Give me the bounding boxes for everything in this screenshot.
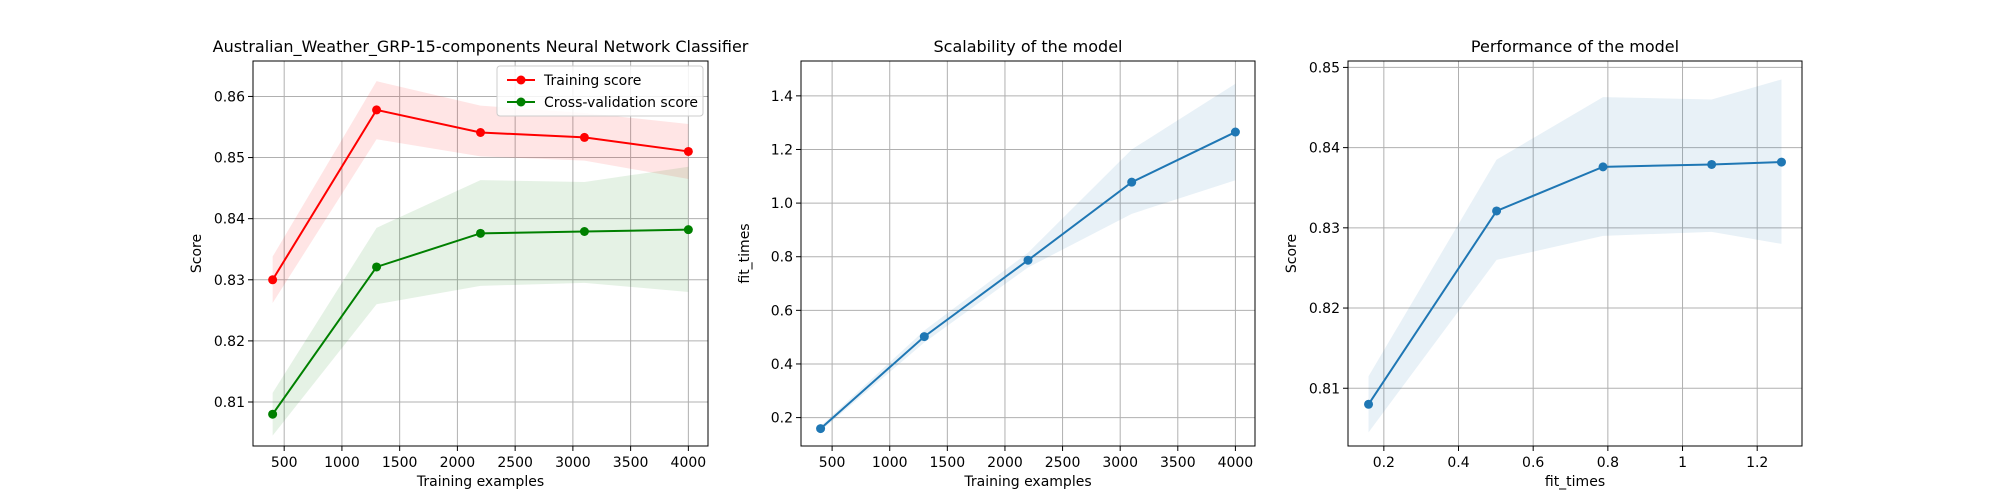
x-tick-label: 2500	[1045, 455, 1081, 471]
x-tick-label: 0.8	[1597, 455, 1619, 471]
y-tick-label: 0.81	[214, 395, 245, 411]
x-tick-label: 2000	[987, 455, 1023, 471]
x-tick-label: 2000	[440, 455, 476, 471]
series-1-point	[476, 128, 485, 137]
x-tick-label: 500	[819, 455, 846, 471]
y-tick-label: 0.82	[214, 334, 245, 350]
series-1-point	[372, 105, 382, 115]
series-1-point	[1023, 255, 1033, 265]
legend-marker	[516, 75, 526, 85]
x-tick-label: 1500	[930, 455, 966, 471]
series-2-point	[683, 225, 693, 235]
legend-box	[496, 65, 704, 117]
series-1-point	[268, 275, 278, 285]
y-axis-label: Score	[1284, 234, 1300, 273]
y-tick-label: 0.83	[1309, 221, 1340, 237]
chart-title: Scalability of the model	[934, 37, 1123, 56]
series-2-band	[272, 166, 689, 436]
chart-title: Performance of the model	[1471, 37, 1679, 56]
chart-panel-3: 0.2 0.4 0.6 0.8 1 1.20.810.820.830.840.85Perf…	[1284, 37, 1803, 490]
y-tick-label: 0.85	[214, 151, 245, 167]
legend: Training score Cross-validation score	[496, 65, 704, 117]
legend-label: Cross-validation score	[544, 95, 698, 111]
y-tick-label: 0.8	[771, 250, 793, 266]
x-tick-label: 1500	[382, 455, 418, 471]
series-1-point	[579, 132, 589, 142]
x-tick-label: 1.2	[1746, 455, 1768, 471]
x-tick-label: 4000	[671, 455, 707, 471]
y-axis-label: fit_times	[737, 223, 753, 283]
x-tick-label: 500	[271, 455, 298, 471]
series-1-band	[1368, 79, 1782, 433]
chart-panel-1: 500 1000 1500 2000 2500 3000 3500 4000 0.81 0.82 0…	[189, 37, 749, 490]
axes-frame	[1347, 60, 1803, 447]
x-tick-label: 1	[1678, 455, 1687, 471]
x-tick-label: 0.4	[1447, 455, 1469, 471]
series-1-point	[1598, 162, 1608, 172]
x-tick-label: 0.2	[1373, 455, 1395, 471]
series-1-point	[816, 424, 826, 434]
legend-marker	[516, 97, 526, 107]
series-2-point	[268, 409, 278, 419]
legend-label: Training score	[543, 73, 641, 89]
series-1-point	[1364, 399, 1374, 409]
x-tick-label: 3500	[1160, 455, 1196, 471]
series-1-point	[1776, 157, 1786, 167]
series-1-point	[1230, 127, 1240, 137]
x-tick-label: 3000	[1102, 455, 1138, 471]
x-axis-label: fit_times	[1545, 474, 1605, 490]
series-1-point	[683, 146, 693, 156]
chart-panel-2: 500 1000 1500 2000 2500 3000 3500 4000 0.2 0.4 0.6…	[737, 37, 1256, 490]
y-tick-label: 1.4	[771, 89, 793, 105]
x-tick-label: 1000	[324, 455, 360, 471]
x-axis-label: Training examples	[963, 474, 1091, 490]
series-2-point	[476, 228, 485, 238]
y-tick-label: 0.81	[1309, 381, 1340, 397]
y-tick-label: 0.82	[1309, 301, 1340, 317]
y-axis-label: Score	[189, 234, 205, 273]
y-tick-label: 0.84	[1309, 141, 1340, 157]
series-1-point	[1492, 206, 1502, 216]
y-tick-label: 1.0	[771, 196, 793, 212]
y-tick-label: 0.83	[214, 273, 245, 289]
x-tick-label: 4000	[1218, 455, 1254, 471]
series-1-point	[1127, 177, 1137, 187]
x-tick-label: 3500	[613, 455, 649, 471]
x-axis-label: Training examples	[416, 474, 544, 490]
y-tick-label: 0.6	[771, 303, 793, 319]
axes-frame	[800, 60, 1256, 447]
axes-frame	[252, 60, 709, 447]
series-1-point	[919, 332, 929, 342]
y-tick-label: 0.4	[771, 357, 793, 373]
x-tick-label: 3000	[555, 455, 591, 471]
x-tick-label: 1000	[872, 455, 908, 471]
x-tick-label: 0.6	[1522, 455, 1544, 471]
chart-title: Australian_Weather_GRP-15-components Neu…	[213, 37, 749, 57]
y-tick-label: 0.86	[214, 89, 245, 105]
y-tick-label: 0.85	[1309, 60, 1340, 76]
series-2-point	[579, 227, 589, 236]
y-tick-label: 0.84	[214, 212, 245, 228]
y-tick-label: 1.2	[771, 142, 793, 158]
x-tick-label: 2500	[497, 455, 533, 471]
series-1-point	[1707, 159, 1717, 169]
series-2-point	[372, 262, 382, 272]
y-tick-label: 0.2	[771, 411, 793, 427]
